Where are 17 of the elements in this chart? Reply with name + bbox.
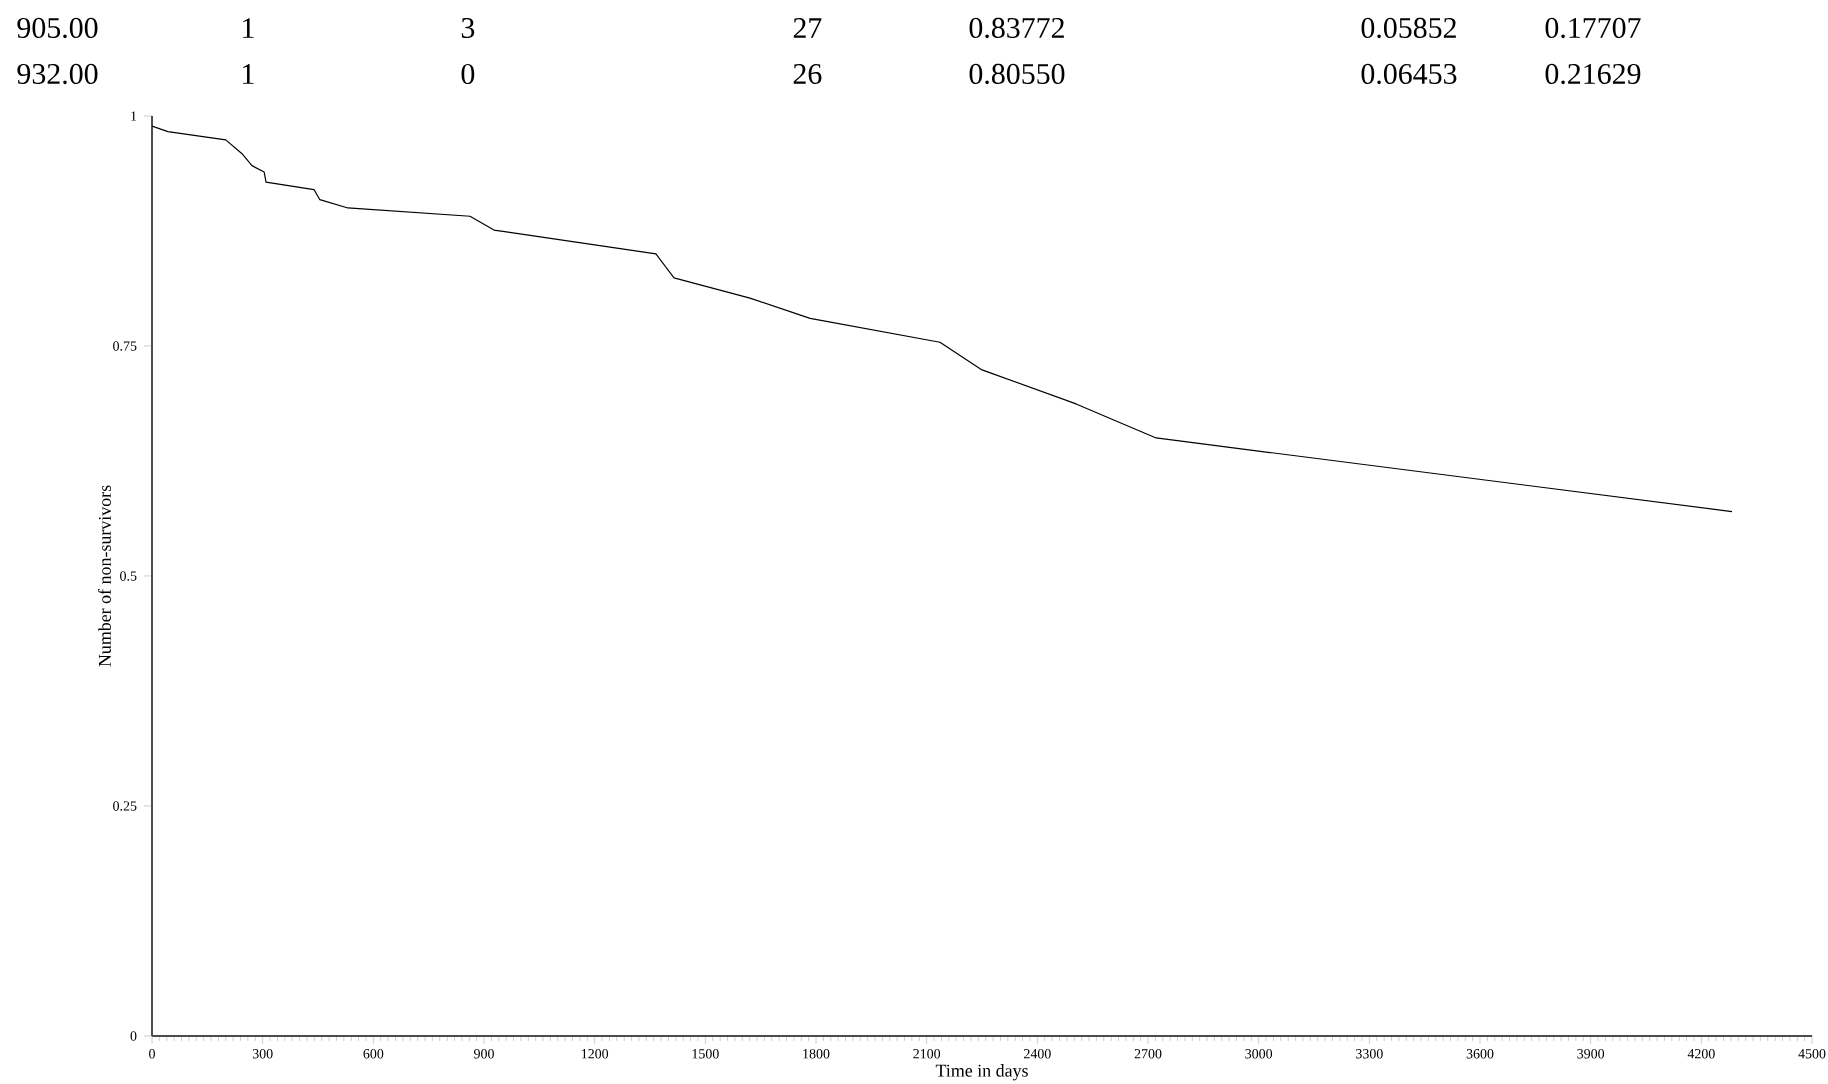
text: 0.21629 bbox=[1545, 63, 1641, 85]
text: 932.00 bbox=[17, 63, 98, 85]
text: 0.06453 bbox=[1361, 63, 1457, 85]
text: 0.80550 bbox=[969, 63, 1065, 85]
text: 905.00 bbox=[17, 17, 98, 39]
text: 0.17707 bbox=[1545, 17, 1641, 39]
text: 27 bbox=[793, 18, 822, 38]
line-series bbox=[152, 125, 1733, 513]
text: 1 bbox=[243, 18, 254, 38]
x-axis-title: Time in days bbox=[935, 1064, 1028, 1081]
text: 0.83772 bbox=[969, 17, 1064, 39]
text: 3 bbox=[461, 17, 475, 39]
y-axis-title: Number of non-survivors bbox=[98, 485, 111, 667]
text: 1 bbox=[243, 64, 254, 84]
text: 26 bbox=[793, 63, 822, 85]
text: 0.05852 bbox=[1361, 17, 1456, 39]
text: 0 bbox=[461, 63, 475, 85]
